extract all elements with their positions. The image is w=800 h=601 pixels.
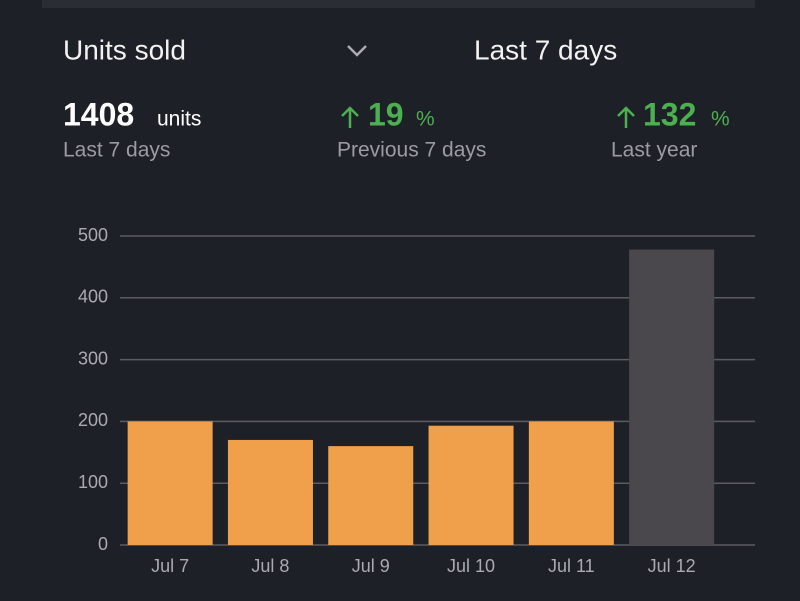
stat-unit: % bbox=[711, 108, 730, 131]
stat-label: Last year bbox=[611, 139, 697, 162]
bar bbox=[428, 425, 514, 545]
bar bbox=[528, 421, 614, 545]
y-tick-label: 100 bbox=[78, 472, 108, 492]
top-bar bbox=[42, 0, 755, 8]
y-tick-label: 400 bbox=[78, 287, 108, 307]
up-arrow bbox=[341, 106, 359, 128]
stat-value: 132 bbox=[643, 96, 696, 132]
y-tick-label: 500 bbox=[78, 225, 108, 245]
y-tick-label: 300 bbox=[78, 348, 108, 368]
up-arrow bbox=[617, 106, 635, 128]
x-tick-label: Jul 10 bbox=[447, 556, 495, 576]
stat-value: 19 bbox=[368, 96, 404, 132]
x-tick-label: Jul 11 bbox=[548, 556, 595, 576]
period-select[interactable]: Last 7 days bbox=[474, 34, 617, 65]
chevron[interactable] bbox=[347, 45, 367, 57]
x-tick-label: Jul 12 bbox=[648, 556, 696, 576]
x-tick-label: Jul 8 bbox=[251, 556, 289, 576]
bar bbox=[629, 249, 715, 545]
stat-value: 1408 bbox=[63, 96, 134, 132]
stat-label: Last 7 days bbox=[63, 139, 170, 162]
stat-unit: units bbox=[157, 108, 201, 131]
bar bbox=[328, 446, 414, 545]
stat-unit: % bbox=[416, 108, 435, 131]
y-tick-label: 0 bbox=[98, 534, 108, 554]
y-tick-label: 200 bbox=[78, 410, 108, 430]
stat-label: Previous 7 days bbox=[337, 139, 486, 162]
x-tick-label: Jul 9 bbox=[352, 556, 390, 576]
x-tick-label: Jul 7 bbox=[151, 556, 189, 576]
metric-select[interactable]: Units sold bbox=[63, 34, 186, 65]
bar bbox=[227, 439, 313, 545]
bar bbox=[127, 421, 213, 545]
